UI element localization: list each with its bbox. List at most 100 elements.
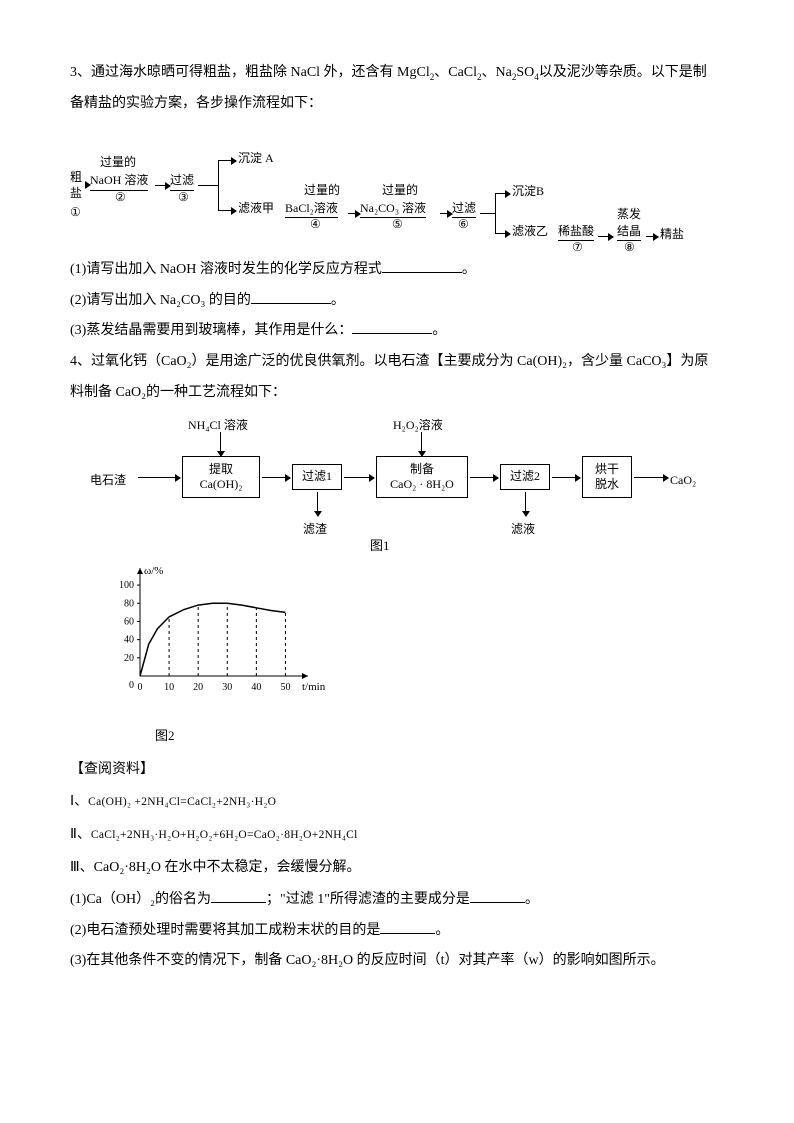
q4-intro-line2: 料制备 CaO₂的一种工艺流程如下： (70, 380, 724, 407)
text: 过滤2 (510, 469, 540, 485)
label-3: ③ (178, 190, 189, 206)
svg-text:100: 100 (119, 580, 134, 591)
label-cao2: CaO₂ (670, 469, 696, 492)
label-naoh: NaOH 溶液 (90, 173, 148, 191)
q4-sub2: (2)电石渣预处理时需要将其加工成粉末状的目的是 。 (70, 918, 724, 945)
text: ；"过滤 1"所得滤渣的主要成分是 (266, 892, 470, 907)
svg-text:40: 40 (124, 635, 134, 646)
blank (470, 887, 525, 903)
text: 烘干 (595, 462, 619, 478)
eq-text: Ca(OH)₂ +2NH₄Cl=CaCl₂+2NH₃·H₂O (88, 796, 276, 808)
svg-text:80: 80 (124, 598, 134, 609)
label-1: ① (70, 205, 81, 221)
label-precip-a: 沉淀 A (238, 151, 274, 167)
text: (2)请写出加入 Na₂CO₃ 的目的 (70, 293, 251, 308)
box-prepare: 制备 CaO₂ · 8H₂O (376, 456, 468, 498)
box-dry: 烘干 脱水 (582, 456, 632, 498)
label-precip-b: 沉淀B (512, 184, 544, 200)
text: 、Na (482, 65, 512, 80)
eq2: Ⅱ、CaCl₂+2NH₃·H₂O+H₂O₂+6H₂O=CaO₂·8H₂O+2NH… (70, 822, 724, 849)
label-carbide: 电石渣 (90, 469, 126, 492)
label-excess: 过量的 (100, 155, 136, 171)
text: 。 (462, 262, 476, 277)
text: (1)请写出加入 NaOH 溶液时发生的化学反应方程式 (70, 262, 382, 277)
eq-label: Ⅰ、 (70, 794, 88, 809)
salt-flowchart: 粗盐 ① 过量的 NaOH 溶液 ② 过滤 ③ 沉淀 A 滤液甲 过量的 BaC… (70, 125, 724, 245)
text: 以及泥沙等杂质。以下是制 (539, 65, 707, 80)
q4-sub1: (1)Ca（OH）₂的俗名为；"过滤 1"所得滤渣的主要成分是。 (70, 887, 724, 914)
eq-label: Ⅱ、 (70, 827, 91, 842)
eq3: Ⅲ、CaO₂·8H₂O 在水中不太稳定，会缓慢分解。 (70, 855, 724, 882)
text: (3)蒸发结晶需要用到玻璃棒，其作用是什么： (70, 323, 352, 338)
svg-text:20: 20 (124, 653, 134, 664)
svg-text:t/min: t/min (302, 681, 326, 693)
svg-text:40: 40 (251, 682, 261, 693)
q3-intro-line1: 3、通过海水晾晒可得粗盐，粗盐除 NaCl 外，还含有 MgCl2、CaCl2、… (70, 60, 724, 87)
label-2: ② (115, 190, 126, 206)
text: 。 (435, 923, 449, 938)
q3-sub2: (2)请写出加入 Na₂CO₃ 的目的 。 (70, 288, 724, 315)
svg-text:ω/%: ω/% (144, 565, 163, 577)
label-filter2: 过滤 (452, 201, 476, 218)
box-filter2: 过滤2 (500, 464, 550, 490)
text: 制备 (410, 462, 434, 478)
eq-text: CaCl₂+2NH₃·H₂O+H₂O₂+6H₂O=CaO₂·8H₂O+2NH₄C… (91, 829, 358, 841)
svg-text:60: 60 (124, 617, 134, 628)
label-6: ⑥ (458, 217, 469, 233)
label-bacl2: BaCl₂溶液 (285, 201, 338, 218)
q4-sub3: (3)在其他条件不变的情况下，制备 CaO₂·8H₂O 的反应时间（t）对其产率… (70, 948, 724, 975)
text: 。 (525, 892, 539, 907)
box-filter1: 过滤1 (292, 464, 342, 490)
text: 。 (432, 323, 446, 338)
text: (2)电石渣预处理时需要将其加工成粉末状的目的是 (70, 923, 380, 938)
text: Ca(OH)₂ (200, 477, 243, 493)
text: 。 (331, 293, 345, 308)
blank (380, 918, 435, 934)
chart-svg: 20 40 60 80 100 0 10 20 30 40 50 ω/% t/min 0 (100, 561, 330, 701)
node-crude-salt: 粗盐 (70, 170, 82, 201)
blank (352, 318, 432, 334)
label-cryst: 结晶 (617, 224, 641, 241)
label-excess2: 过量的 (304, 183, 340, 199)
label-8: ⑧ (624, 240, 635, 256)
ref-heading: 【查阅资料】 (70, 757, 724, 784)
blank (382, 257, 462, 273)
text: 脱水 (595, 477, 619, 493)
q3-sub3: (3)蒸发结晶需要用到玻璃棒，其作用是什么： 。 (70, 318, 724, 345)
q4-intro-line1: 4、过氧化钙（CaO₂）是用途广泛的优良供氧剂。以电石渣【主要成分为 Ca(OH… (70, 349, 724, 376)
blank (251, 288, 331, 304)
q3-intro-line2: 备精盐的实验方案，各步操作流程如下： (70, 91, 724, 118)
label-filter: 过滤 (170, 173, 194, 191)
box-extract: 提取 Ca(OH)₂ (182, 456, 260, 498)
process-flowchart: NH₄Cl 溶液 电石渣 提取 Ca(OH)₂ 过滤1 滤渣 H₂O₂溶液 制备… (70, 414, 724, 549)
svg-text:0: 0 (138, 682, 143, 693)
text: 、CaCl (434, 65, 477, 80)
label-7: ⑦ (572, 240, 583, 256)
caption-fig2: 图2 (155, 724, 724, 749)
label-na2co3: Na₂CO₃ 溶液 (360, 201, 426, 218)
label-filtrate-yi: 滤液乙 (512, 224, 548, 240)
label-filtrate-jia: 滤液甲 (238, 201, 274, 217)
yield-chart: 20 40 60 80 100 0 10 20 30 40 50 ω/% t/min 0 (100, 561, 330, 716)
text: SO (516, 65, 534, 80)
label-evap: 蒸发 (617, 207, 641, 223)
text: 提取 (209, 462, 233, 478)
label-4: ④ (310, 217, 321, 233)
blank (211, 887, 266, 903)
q3-sub1: (1)请写出加入 NaOH 溶液时发生的化学反应方程式 。 (70, 257, 724, 284)
svg-text:20: 20 (193, 682, 203, 693)
text: 3、通过海水晾晒可得粗盐，粗盐除 NaCl 外，还含有 MgCl (70, 65, 430, 80)
text: 过滤1 (302, 469, 332, 485)
label-h2o2: H₂O₂溶液 (393, 414, 443, 437)
svg-text:10: 10 (164, 682, 174, 693)
label-excess3: 过量的 (382, 183, 418, 199)
svg-text:30: 30 (222, 682, 232, 693)
svg-text:0: 0 (129, 680, 134, 691)
label-refined: 精盐 (660, 227, 684, 243)
svg-text:50: 50 (280, 682, 290, 693)
label-5: ⑤ (392, 217, 403, 233)
label-residue: 滤渣 (303, 518, 327, 541)
label-filtrate: 滤液 (511, 518, 535, 541)
label-hcl: 稀盐酸 (558, 224, 594, 241)
label-nh4cl: NH₄Cl 溶液 (188, 414, 248, 437)
